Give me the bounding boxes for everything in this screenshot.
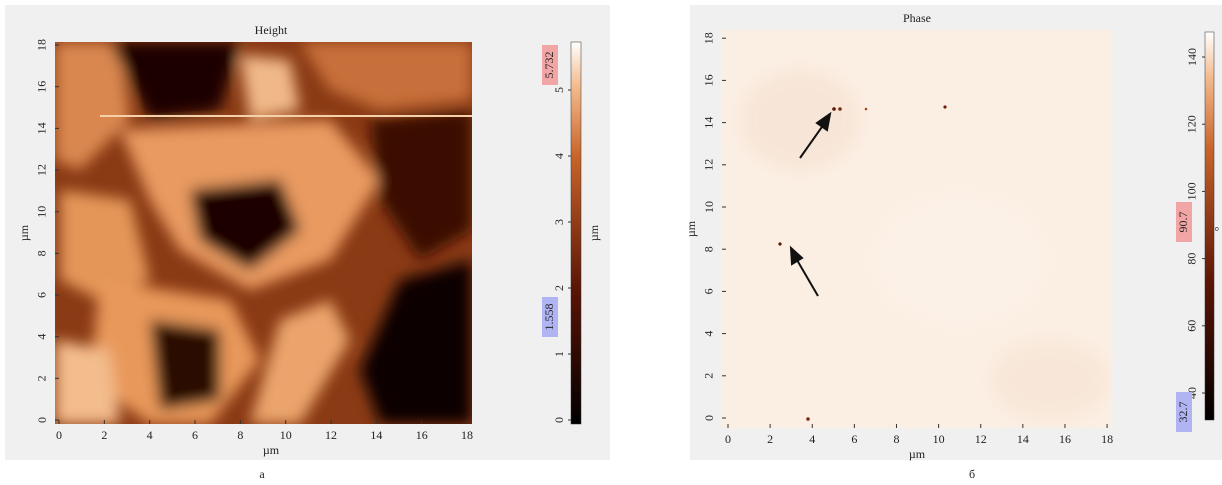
panel-title: Phase — [903, 11, 931, 25]
y-tick-label: 14 — [35, 122, 49, 134]
range-marker-label: 90.7 — [1176, 212, 1190, 233]
colorbar-tick-label: 120 — [1185, 115, 1199, 133]
x-tick-label: 2 — [767, 432, 773, 446]
height-image — [55, 42, 472, 424]
colorbar-label: ° — [1212, 226, 1222, 231]
x-tick-label: 0 — [725, 432, 731, 446]
y-tick-label: 4 — [35, 334, 49, 340]
x-tick-label: 16 — [1059, 432, 1071, 446]
x-tick-label: 14 — [370, 428, 382, 442]
y-tick-label: 12 — [702, 159, 716, 171]
y-tick-label: 14 — [702, 117, 716, 129]
colorbar — [1205, 32, 1214, 420]
x-tick-label: 12 — [975, 432, 987, 446]
x-tick-label: 8 — [893, 432, 899, 446]
colorbar-tick-label: 140 — [1185, 48, 1199, 66]
colorbar-tick-label: 1 — [552, 351, 566, 357]
y-tick-label: 4 — [702, 331, 716, 337]
y-tick-label: 8 — [35, 250, 49, 256]
colorbar-tick-label: 80 — [1185, 253, 1199, 265]
colorbar-tick-label: 100 — [1185, 182, 1199, 200]
y-tick-label: 18 — [702, 32, 716, 44]
y-axis-label: µm — [684, 220, 698, 237]
y-axis-label: µm — [17, 224, 31, 241]
y-tick-label: 12 — [35, 164, 49, 176]
y-tick-label: 2 — [35, 375, 49, 381]
x-tick-label: 18 — [461, 428, 473, 442]
x-tick-label: 18 — [1101, 432, 1113, 446]
y-tick-label: 2 — [702, 373, 716, 379]
x-tick-label: 10 — [280, 428, 292, 442]
panel-title: Height — [255, 23, 288, 37]
y-tick-label: 18 — [35, 39, 49, 51]
panel-caption: а — [259, 467, 265, 481]
colorbar-tick-label: 0 — [552, 417, 566, 423]
y-tick-label: 0 — [702, 415, 716, 421]
range-marker-label: 32.7 — [1176, 402, 1190, 423]
x-tick-label: 6 — [851, 432, 857, 446]
y-tick-label: 8 — [702, 246, 716, 252]
colorbar-tick-label: 2 — [552, 285, 566, 291]
colorbar-tick-label: 3 — [552, 219, 566, 225]
y-tick-label: 16 — [35, 81, 49, 93]
x-tick-label: 12 — [325, 428, 337, 442]
colorbar-tick-label: 4 — [552, 153, 566, 159]
range-marker-label: 1.558 — [542, 304, 556, 331]
y-tick-label: 6 — [35, 292, 49, 298]
x-tick-label: 4 — [147, 428, 153, 442]
y-tick-label: 10 — [35, 206, 49, 218]
y-tick-label: 6 — [702, 288, 716, 294]
figure: Height024681012141618024681012141618µmµm… — [0, 0, 1222, 485]
y-tick-label: 0 — [35, 417, 49, 423]
colorbar — [571, 42, 581, 424]
x-tick-label: 4 — [809, 432, 815, 446]
x-tick-label: 10 — [933, 432, 945, 446]
x-tick-label: 16 — [416, 428, 428, 442]
range-marker-label: 5.732 — [542, 52, 556, 79]
colorbar-tick-label: 60 — [1185, 320, 1199, 332]
x-tick-label: 2 — [101, 428, 107, 442]
colorbar-label: µm — [587, 224, 601, 241]
x-axis-label: µm — [909, 447, 926, 461]
x-tick-label: 6 — [192, 428, 198, 442]
x-tick-label: 14 — [1017, 432, 1029, 446]
y-tick-label: 10 — [702, 201, 716, 213]
panel-caption: б — [969, 467, 975, 481]
x-tick-label: 8 — [237, 428, 243, 442]
x-axis-label: µm — [263, 443, 280, 457]
y-tick-label: 16 — [702, 74, 716, 86]
x-tick-label: 0 — [56, 428, 62, 442]
colorbar-tick-label: 5 — [552, 87, 566, 93]
phase-image — [722, 30, 1112, 428]
